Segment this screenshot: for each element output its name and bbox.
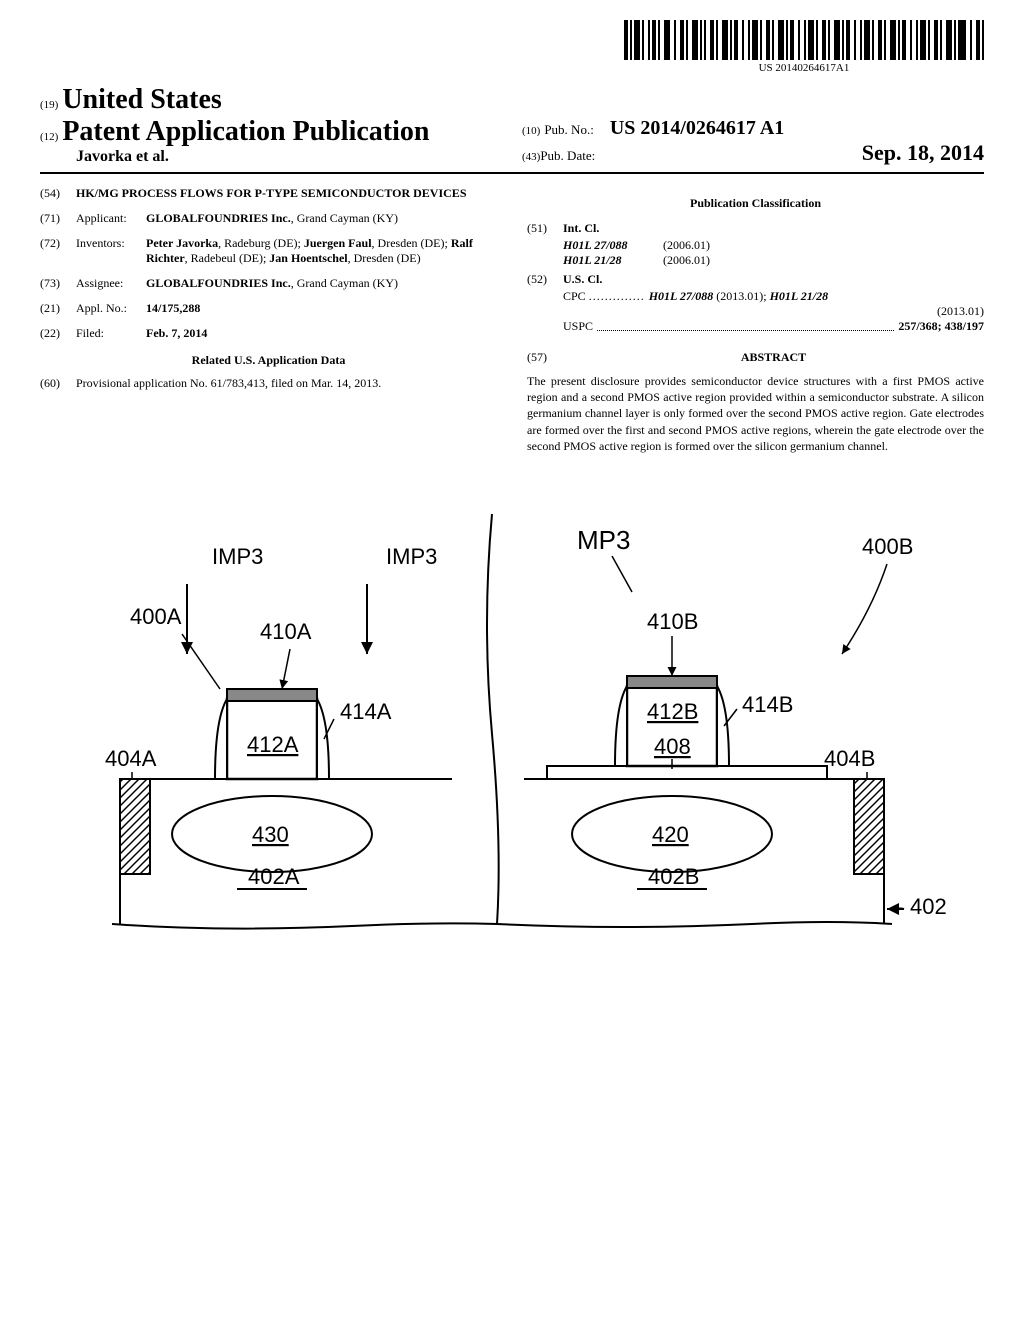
int-cl-1-date: (2006.01) xyxy=(663,238,984,253)
label-412b: 412B xyxy=(647,699,698,724)
cpc-label: CPC xyxy=(563,289,586,303)
pub-date-num: (43) xyxy=(522,151,540,163)
assignee-loc: , Grand Cayman (KY) xyxy=(291,276,398,290)
pub-no-num: (10) xyxy=(522,125,540,137)
appl-label: Appl. No.: xyxy=(76,301,146,316)
uspc-line: USPC 257/368; 438/197 xyxy=(563,319,984,334)
applicant-loc: , Grand Cayman (KY) xyxy=(291,211,398,225)
label-430: 430 xyxy=(252,822,289,847)
pub-date-label: Pub. Date: xyxy=(540,148,595,164)
abstract-text: The present disclosure provides semicond… xyxy=(527,373,984,454)
filed-num: (22) xyxy=(40,326,76,341)
divider xyxy=(40,172,984,174)
header-row: (19) United States (12) Patent Applicati… xyxy=(40,84,984,166)
assignee-label: Assignee: xyxy=(76,276,146,291)
barcode-text: US 20140264617A1 xyxy=(624,62,984,74)
int-cl-1: H01L 27/088 (2006.01) xyxy=(563,238,984,253)
label-imp3-1: IMP3 xyxy=(212,544,263,569)
title-row: (54) HK/MG PROCESS FLOWS FOR P-TYPE SEMI… xyxy=(40,186,497,201)
assignee-num: (73) xyxy=(40,276,76,291)
appl-row: (21) Appl. No.: 14/175,288 xyxy=(40,301,497,316)
abstract-num: (57) xyxy=(527,350,563,365)
label-400a: 400A xyxy=(130,604,182,629)
pub-no: US 2014/0264617 A1 xyxy=(610,117,784,139)
label-404b: 404B xyxy=(824,746,875,771)
label-402: 402 xyxy=(910,894,947,919)
pub-type-num: (12) xyxy=(40,131,58,143)
applicant-name: GLOBALFOUNDRIES Inc. xyxy=(146,211,291,225)
label-imp3-2: IMP3 xyxy=(386,544,437,569)
label-420: 420 xyxy=(652,822,689,847)
inventors-value: Peter Javorka, Radeburg (DE); Juergen Fa… xyxy=(146,236,497,266)
pub-type: Patent Application Publication xyxy=(62,116,429,147)
label-402b: 402B xyxy=(648,864,699,889)
pub-no-label: Pub. No.: xyxy=(544,122,593,137)
header-left: (19) United States (12) Patent Applicati… xyxy=(40,84,502,166)
inventors-label: Inventors: xyxy=(76,236,146,266)
appl-value: 14/175,288 xyxy=(146,301,497,316)
us-cl-label: U.S. Cl. xyxy=(563,272,633,287)
applicant-row: (71) Applicant: GLOBALFOUNDRIES Inc., Gr… xyxy=(40,211,497,226)
label-mp3: MP3 xyxy=(577,525,630,555)
label-412a: 412A xyxy=(247,732,299,757)
country-num: (19) xyxy=(40,99,58,111)
columns: (54) HK/MG PROCESS FLOWS FOR P-TYPE SEMI… xyxy=(40,186,984,454)
inventors-row: (72) Inventors: Peter Javorka, Radeburg … xyxy=(40,236,497,266)
uspc-value: 257/368; 438/197 xyxy=(898,319,984,334)
us-cl-row: (52) U.S. Cl. xyxy=(527,272,984,287)
cpc-line: CPC .............. H01L 27/088 (2013.01)… xyxy=(563,289,984,304)
abstract-heading: ABSTRACT xyxy=(563,350,984,365)
assignee-value: GLOBALFOUNDRIES Inc., Grand Cayman (KY) xyxy=(146,276,497,291)
int-cl-2-date: (2006.01) xyxy=(663,253,984,268)
header-right: (10) Pub. No.: US 2014/0264617 A1 (43) P… xyxy=(502,117,984,166)
country: United States xyxy=(62,84,221,115)
pub-class-heading: Publication Classification xyxy=(527,196,984,211)
int-cl-num: (51) xyxy=(527,221,563,236)
provisional-num: (60) xyxy=(40,376,76,391)
cpc-date-2: (2013.01) xyxy=(563,304,984,319)
int-cl-label: Int. Cl. xyxy=(563,221,633,236)
int-cl-1-code: H01L 27/088 xyxy=(563,238,663,253)
barcode-section: US 20140264617A1 xyxy=(40,20,984,76)
appl-num: (21) xyxy=(40,301,76,316)
right-column: Publication Classification (51) Int. Cl.… xyxy=(527,186,984,454)
pub-date: Sep. 18, 2014 xyxy=(862,140,984,166)
us-cl-num: (52) xyxy=(527,272,563,287)
title-num: (54) xyxy=(40,186,76,201)
label-410a: 410A xyxy=(260,619,312,644)
assignee-name: GLOBALFOUNDRIES Inc. xyxy=(146,276,291,290)
label-404a: 404A xyxy=(105,746,157,771)
inventors-num: (72) xyxy=(40,236,76,266)
label-400b: 400B xyxy=(862,534,913,559)
filed-value: Feb. 7, 2014 xyxy=(146,326,497,341)
title-value: HK/MG PROCESS FLOWS FOR P-TYPE SEMICONDU… xyxy=(76,186,497,201)
figure-container: IMP3 IMP3 400A 410A 412A 414A 404A 430 4… xyxy=(40,494,984,1019)
left-column: (54) HK/MG PROCESS FLOWS FOR P-TYPE SEMI… xyxy=(40,186,497,454)
related-heading: Related U.S. Application Data xyxy=(40,353,497,368)
provisional-text: Provisional application No. 61/783,413, … xyxy=(76,376,497,391)
int-cl-2-code: H01L 21/28 xyxy=(563,253,663,268)
label-408: 408 xyxy=(654,734,691,759)
filed-row: (22) Filed: Feb. 7, 2014 xyxy=(40,326,497,341)
label-414b: 414B xyxy=(742,692,793,717)
int-cl-2: H01L 21/28 (2006.01) xyxy=(563,253,984,268)
applicant-num: (71) xyxy=(40,211,76,226)
int-cl-row: (51) Int. Cl. xyxy=(527,221,984,236)
authors-line: Javorka et al. xyxy=(40,148,502,166)
figure-diagram: IMP3 IMP3 400A 410A 412A 414A 404A 430 4… xyxy=(72,494,952,1014)
label-414a: 414A xyxy=(340,699,392,724)
label-402a: 402A xyxy=(248,864,300,889)
barcode: US 20140264617A1 xyxy=(624,20,984,74)
provisional-row: (60) Provisional application No. 61/783,… xyxy=(40,376,497,391)
uspc-label: USPC xyxy=(563,319,593,334)
applicant-value: GLOBALFOUNDRIES Inc., Grand Cayman (KY) xyxy=(146,211,497,226)
assignee-row: (73) Assignee: GLOBALFOUNDRIES Inc., Gra… xyxy=(40,276,497,291)
filed-label: Filed: xyxy=(76,326,146,341)
applicant-label: Applicant: xyxy=(76,211,146,226)
label-410b: 410B xyxy=(647,609,698,634)
